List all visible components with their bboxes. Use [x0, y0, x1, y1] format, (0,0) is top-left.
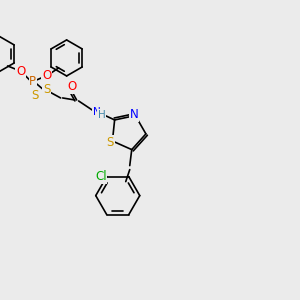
Text: O: O [42, 70, 51, 83]
Text: N: N [93, 107, 101, 117]
Text: S: S [107, 136, 114, 148]
Text: S: S [31, 89, 38, 103]
Text: N: N [130, 108, 139, 121]
Text: O: O [67, 80, 76, 94]
Text: P: P [29, 76, 36, 88]
Text: Cl: Cl [95, 170, 106, 183]
Text: O: O [16, 65, 25, 79]
Text: S: S [43, 83, 50, 97]
Text: H: H [98, 110, 106, 120]
